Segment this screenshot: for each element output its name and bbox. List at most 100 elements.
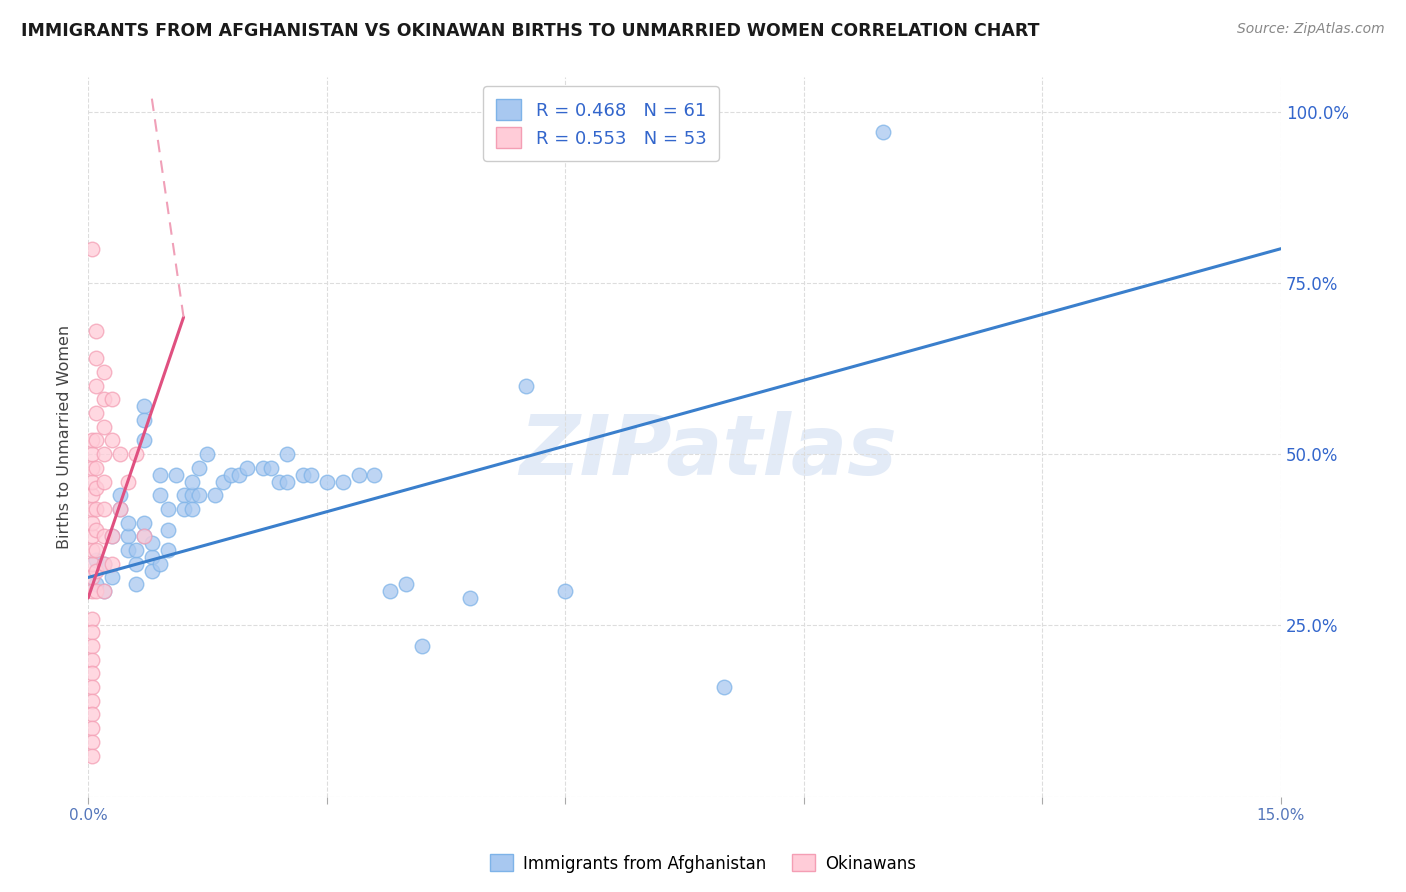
Point [82,475,104,489]
Point [93,557,115,571]
Point [108,502,131,516]
Point [132,516,155,530]
Point [108,447,131,461]
Point [188,461,211,475]
Point [84,434,107,448]
Point [132,413,155,427]
Point [180,502,202,516]
Point [84,406,107,420]
Point [93,365,115,379]
Point [108,488,131,502]
Point [82,434,104,448]
Point [132,529,155,543]
Point [82,543,104,558]
Point [82,639,104,653]
Point [315,475,337,489]
Point [93,475,115,489]
Point [173,502,195,516]
Point [84,502,107,516]
Point [101,529,124,543]
Point [515,378,537,392]
Point [101,434,124,448]
Point [156,502,179,516]
Point [141,536,163,550]
Legend: R = 0.468   N = 61, R = 0.553   N = 53: R = 0.468 N = 61, R = 0.553 N = 53 [484,87,718,161]
Point [82,570,104,584]
Point [395,577,418,591]
Point [82,666,104,681]
Point [125,557,148,571]
Point [713,680,735,694]
Point [101,557,124,571]
Point [82,529,104,543]
Point [84,564,107,578]
Point [411,639,433,653]
Point [82,557,104,571]
Text: IMMIGRANTS FROM AFGHANISTAN VS OKINAWAN BIRTHS TO UNMARRIED WOMEN CORRELATION CH: IMMIGRANTS FROM AFGHANISTAN VS OKINAWAN … [21,22,1039,40]
Point [82,516,104,530]
Point [84,523,107,537]
Text: ZIPatlas: ZIPatlas [519,411,897,492]
Point [125,543,148,558]
Point [132,434,155,448]
Point [82,653,104,667]
Point [117,543,139,558]
Point [458,591,481,605]
Point [101,529,124,543]
Point [180,475,202,489]
Point [276,475,298,489]
Point [132,399,155,413]
Point [228,467,250,482]
Point [82,242,104,256]
Point [212,475,235,489]
Point [93,447,115,461]
Point [93,529,115,543]
Point [252,461,274,475]
Point [117,529,139,543]
Point [554,584,576,599]
Point [82,694,104,708]
Point [141,564,163,578]
Point [156,523,179,537]
Point [276,447,298,461]
Point [132,529,155,543]
Point [125,447,148,461]
Y-axis label: Births to Unmarried Women: Births to Unmarried Women [58,325,72,549]
Point [204,488,226,502]
Legend: Immigrants from Afghanistan, Okinawans: Immigrants from Afghanistan, Okinawans [484,847,922,880]
Point [125,577,148,591]
Point [93,419,115,434]
Point [117,516,139,530]
Point [84,584,107,599]
Point [93,584,115,599]
Point [84,378,107,392]
Point [332,475,354,489]
Point [117,475,139,489]
Point [291,467,314,482]
Point [82,447,104,461]
Point [347,467,370,482]
Point [101,570,124,584]
Point [82,735,104,749]
Point [84,324,107,338]
Point [197,447,219,461]
Point [236,461,259,475]
Point [82,625,104,640]
Point [221,467,243,482]
Point [156,543,179,558]
Point [82,748,104,763]
Point [82,584,104,599]
Point [84,553,107,567]
Point [188,488,211,502]
Point [380,584,402,599]
Point [149,467,172,482]
Point [82,721,104,735]
Point [260,461,283,475]
Point [93,557,115,571]
Point [165,467,187,482]
Point [84,351,107,366]
Point [93,502,115,516]
Point [141,549,163,564]
Point [84,543,107,558]
Point [267,475,290,489]
